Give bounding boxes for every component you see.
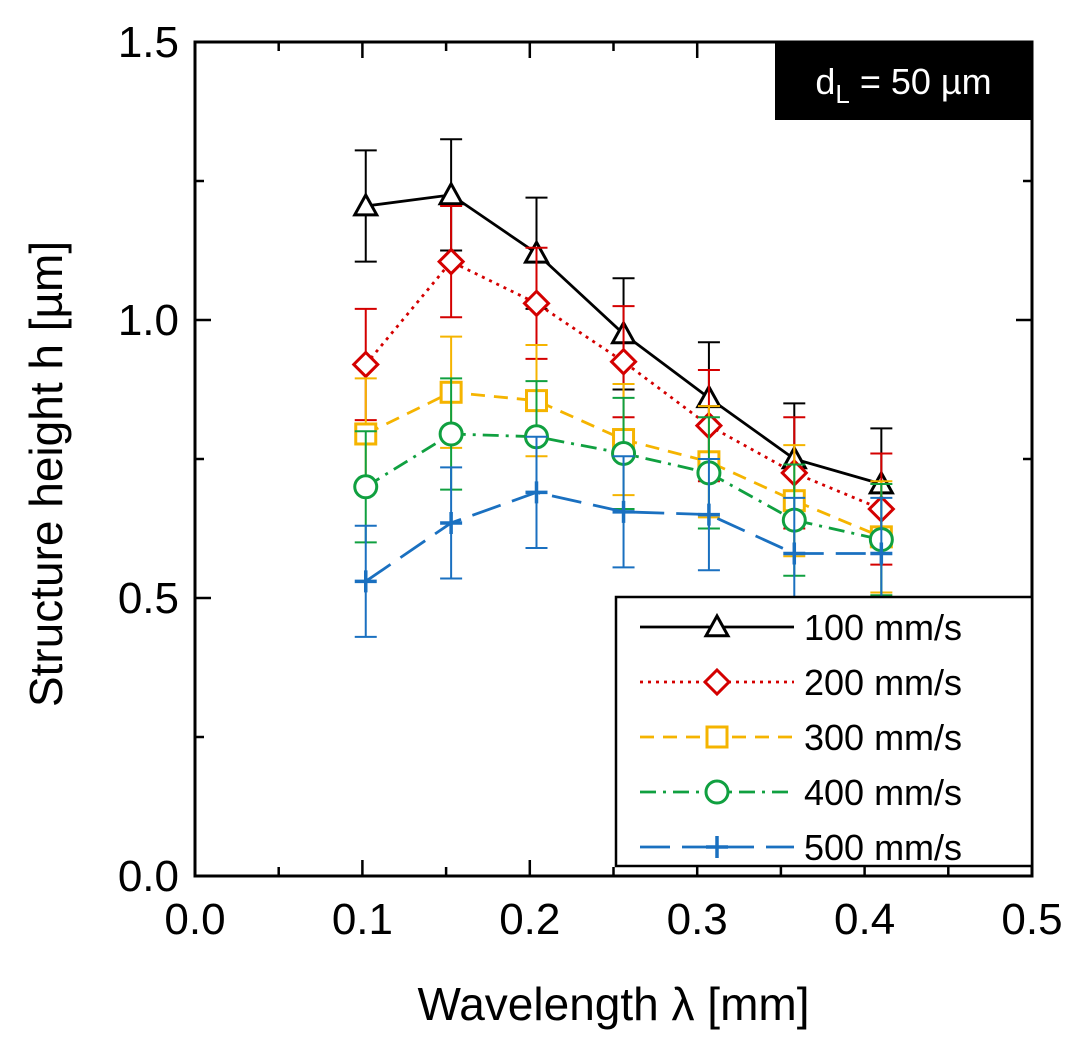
data-point-circle bbox=[438, 421, 464, 447]
data-point-plus bbox=[697, 503, 720, 526]
annotation-subscript: L bbox=[835, 79, 849, 109]
data-point-diamond bbox=[609, 347, 638, 376]
y-tick-labels: 0.0 0.5 1.0 1.5 bbox=[118, 18, 179, 901]
x-tick-label: 0.3 bbox=[667, 895, 728, 944]
legend-label: 300 mm/s bbox=[804, 717, 962, 758]
legend-marker-diamond bbox=[702, 667, 732, 697]
legend-label: 500 mm/s bbox=[804, 827, 962, 868]
data-point-triangle bbox=[352, 191, 380, 217]
data-point-plus bbox=[525, 481, 548, 504]
data-point-plus bbox=[354, 570, 377, 593]
data-point-plus bbox=[870, 542, 893, 565]
data-point-plus bbox=[612, 500, 635, 523]
y-tick-label: 1.0 bbox=[118, 296, 179, 345]
data-point-diamond bbox=[522, 289, 551, 318]
annotation-rest: = 50 µm bbox=[850, 61, 992, 102]
x-tick-label: 0.5 bbox=[1001, 895, 1062, 944]
data-point-triangle bbox=[437, 180, 465, 206]
legend-box bbox=[614, 595, 1034, 868]
data-point-diamond bbox=[437, 247, 466, 276]
y-tick-label: 0.5 bbox=[118, 574, 179, 623]
x-tick-label: 0.2 bbox=[499, 895, 560, 944]
data-point-circle bbox=[353, 474, 379, 500]
x-tick-label: 0.1 bbox=[332, 895, 393, 944]
x-tick-labels: 0.0 0.1 0.2 0.3 0.4 0.5 bbox=[164, 895, 1062, 944]
annotation-badge-background bbox=[775, 42, 1032, 120]
annotation-badge-text: dL = 50 µm bbox=[815, 61, 991, 109]
y-axis-title: Structure height h [µm] bbox=[20, 241, 72, 707]
data-point-plus bbox=[440, 511, 463, 534]
series-layer bbox=[351, 138, 896, 638]
annotation-main: d bbox=[815, 61, 835, 102]
y-tick-label: 1.5 bbox=[118, 18, 179, 67]
legend-marker-plus bbox=[706, 836, 728, 858]
y-tick-label: 0.0 bbox=[118, 852, 179, 901]
legend-label: 100 mm/s bbox=[804, 607, 962, 648]
data-point-diamond bbox=[351, 350, 380, 379]
plot-frame bbox=[193, 40, 1034, 878]
legend-label: 400 mm/s bbox=[804, 772, 962, 813]
legend-marker-triangle bbox=[703, 612, 731, 638]
legend-label: 200 mm/s bbox=[804, 662, 962, 703]
legend-marker-square bbox=[705, 725, 729, 749]
legend: 100 mm/s 200 mm/s 300 mm/s 400 mm/s 500 mm/s bbox=[614, 595, 1034, 868]
annotation-badge: dL = 50 µm bbox=[775, 42, 1032, 120]
x-axis-title: Wavelength λ [mm] bbox=[418, 978, 810, 1030]
x-tick-label: 0.0 bbox=[164, 895, 225, 944]
legend-marker-circle bbox=[704, 779, 730, 805]
data-point-plus bbox=[783, 542, 806, 565]
x-tick-label: 0.4 bbox=[834, 895, 895, 944]
